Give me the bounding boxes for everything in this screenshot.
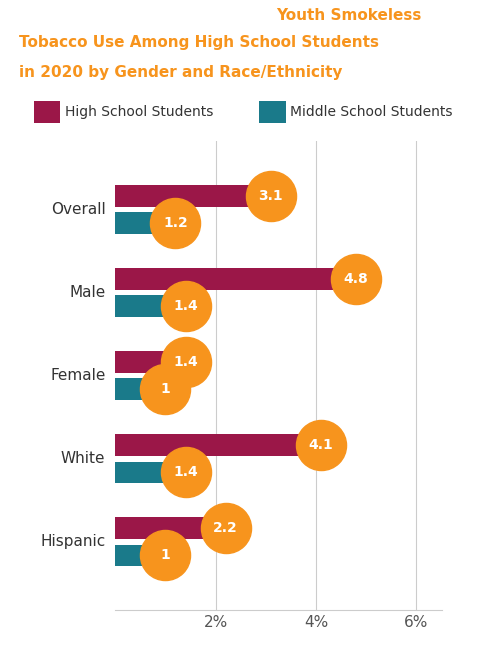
- Text: in 2020 by Gender and Race/Ethnicity: in 2020 by Gender and Race/Ethnicity: [19, 65, 343, 80]
- Bar: [259, 101, 286, 123]
- Bar: [115, 351, 185, 373]
- Text: Hispanic: Hispanic: [40, 534, 106, 549]
- Point: [222, 523, 229, 533]
- Bar: [115, 295, 185, 317]
- Bar: [115, 462, 185, 483]
- Bar: [115, 434, 321, 456]
- Bar: [115, 268, 356, 289]
- Text: 4.1: 4.1: [309, 438, 334, 452]
- Text: 1.4: 1.4: [173, 355, 198, 369]
- Bar: [115, 517, 226, 539]
- Text: , MMWR: , MMWR: [338, 65, 408, 80]
- Text: Overall: Overall: [51, 202, 106, 217]
- Text: Male: Male: [69, 285, 106, 300]
- Text: 8: 8: [420, 60, 427, 71]
- Point: [162, 550, 169, 561]
- Text: 1.4: 1.4: [173, 465, 198, 480]
- Text: Female: Female: [50, 368, 106, 383]
- Text: 1: 1: [160, 382, 170, 396]
- Point: [181, 467, 189, 478]
- Text: 1.2: 1.2: [163, 216, 188, 230]
- Point: [162, 384, 169, 394]
- Text: 3.1: 3.1: [259, 189, 283, 203]
- Point: [267, 190, 275, 201]
- Text: 1: 1: [160, 548, 170, 562]
- Text: 2.2: 2.2: [213, 521, 238, 535]
- Point: [317, 440, 325, 450]
- Point: [172, 218, 180, 228]
- Bar: [115, 213, 176, 234]
- Text: 4.8: 4.8: [344, 272, 369, 286]
- Point: [181, 301, 189, 312]
- Text: White: White: [61, 451, 106, 466]
- Text: Middle School Students: Middle School Students: [290, 105, 453, 119]
- Point: [181, 357, 189, 367]
- Bar: [34, 101, 60, 123]
- Text: Youth Smokeless: Youth Smokeless: [276, 9, 421, 24]
- Text: High School Students: High School Students: [65, 105, 213, 119]
- Bar: [115, 544, 166, 566]
- Text: Tobacco Use Among High School Students: Tobacco Use Among High School Students: [19, 35, 379, 50]
- Bar: [115, 379, 166, 400]
- Text: Past 30-Day Prevalence of: Past 30-Day Prevalence of: [19, 9, 250, 24]
- Text: 1.4: 1.4: [173, 299, 198, 313]
- Bar: [115, 185, 271, 207]
- Point: [352, 274, 360, 284]
